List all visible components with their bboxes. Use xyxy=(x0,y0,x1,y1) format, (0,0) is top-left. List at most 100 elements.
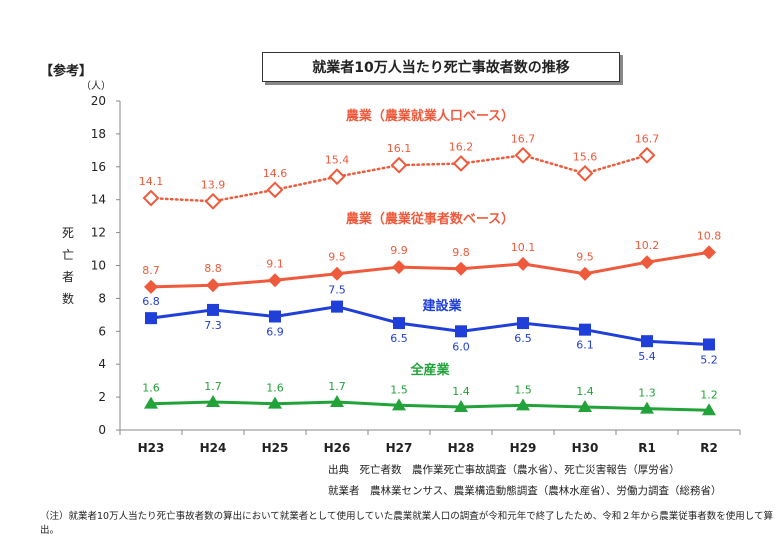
data-label: 1.4 xyxy=(452,385,470,398)
data-label: 5.4 xyxy=(638,350,656,363)
data-point-marker xyxy=(144,279,158,294)
y-tick-label: 14 xyxy=(91,193,106,207)
y-tick-label: 2 xyxy=(98,390,106,404)
data-label: 15.4 xyxy=(325,154,350,167)
y-tick-label: 6 xyxy=(98,324,106,338)
data-label: 1.3 xyxy=(638,387,656,400)
data-label: 1.2 xyxy=(700,388,718,401)
data-point-marker xyxy=(390,156,408,174)
data-point-marker xyxy=(330,395,344,408)
data-label: 10.1 xyxy=(511,241,536,254)
data-label: 7.3 xyxy=(204,319,222,332)
data-label: 10.2 xyxy=(635,239,660,252)
x-tick-label: H26 xyxy=(324,441,351,455)
data-point-marker xyxy=(144,396,158,409)
series-name-label: 建設業 xyxy=(422,298,462,314)
data-point-marker xyxy=(578,266,592,281)
data-point-marker xyxy=(392,398,406,411)
data-label: 9.5 xyxy=(328,251,346,264)
data-point-marker xyxy=(452,155,470,172)
chart-title: 就業者10万人当たり死亡事故者数の推移 xyxy=(262,52,620,82)
data-label: 14.6 xyxy=(263,167,288,180)
x-tick-label: H29 xyxy=(510,441,537,455)
y-tick-label: 4 xyxy=(98,357,106,371)
data-point-marker xyxy=(145,312,157,325)
y-tick-label: 18 xyxy=(91,127,106,141)
data-point-marker xyxy=(392,260,406,275)
x-tick-label: H30 xyxy=(572,441,599,455)
y-tick-label: 10 xyxy=(91,259,106,273)
data-point-marker xyxy=(454,399,468,412)
data-label: 1.6 xyxy=(266,382,284,395)
data-point-marker xyxy=(702,245,716,260)
data-label: 1.5 xyxy=(390,383,408,396)
x-tick-label: H28 xyxy=(448,441,475,455)
data-label: 16.7 xyxy=(511,132,536,145)
source-line-1: 出典 死亡者数 農作業死亡事故調査（農水省）、死亡災害報告（厚労省） xyxy=(328,464,680,476)
data-point-marker xyxy=(207,303,219,316)
x-tick-label: H25 xyxy=(262,441,289,455)
x-tick-label: H24 xyxy=(200,441,227,455)
data-point-marker xyxy=(641,335,653,348)
data-point-marker xyxy=(206,278,220,293)
y-axis-label: 死亡者数 xyxy=(60,222,76,310)
series-line xyxy=(150,400,710,412)
series-line xyxy=(150,305,710,346)
data-label: 9.1 xyxy=(266,257,284,270)
data-point-marker xyxy=(328,168,346,186)
footnote: （注）就業者10万人当たり死亡事故者数の算出において就業者として使用していた農業… xyxy=(40,511,773,536)
y-tick-label: 12 xyxy=(91,226,106,240)
data-label: 15.6 xyxy=(573,150,598,163)
data-point-marker xyxy=(640,401,654,414)
data-label: 1.7 xyxy=(328,380,346,393)
data-label: 5.2 xyxy=(700,353,718,366)
data-point-marker xyxy=(454,261,468,276)
data-label: 10.8 xyxy=(697,229,722,242)
series-line xyxy=(150,250,710,289)
y-tick-label: 16 xyxy=(91,160,106,174)
data-point-marker xyxy=(268,273,282,288)
reference-tag: 【参考】 xyxy=(40,64,93,79)
x-tick-label: R1 xyxy=(638,441,656,455)
data-point-marker xyxy=(204,192,222,210)
data-label: 6.9 xyxy=(266,325,284,338)
data-point-marker xyxy=(393,317,405,330)
source-line-2: 就業者 農林業センサス、農業構造動態調査（農林水産省）、労働力調査（総務省） xyxy=(328,485,722,497)
data-point-marker xyxy=(638,146,656,164)
y-unit-label: （人） xyxy=(81,80,111,92)
y-tick-label: 8 xyxy=(98,291,106,305)
x-tick-label: R2 xyxy=(700,441,718,455)
y-axis-label-char: 死 xyxy=(61,226,74,240)
series-name-label: 農業（農業就業人口ベース） xyxy=(346,108,514,124)
data-label: 1.5 xyxy=(514,383,532,396)
data-point-marker xyxy=(579,323,591,336)
data-point-marker xyxy=(640,255,654,270)
data-point-marker xyxy=(516,256,530,271)
data-point-marker xyxy=(578,399,592,412)
data-label: 16.1 xyxy=(387,142,412,155)
data-point-marker xyxy=(516,398,530,411)
data-point-marker xyxy=(455,325,467,338)
data-label: 1.4 xyxy=(576,385,594,398)
data-label: 1.7 xyxy=(204,380,222,393)
x-tick-label: H23 xyxy=(138,441,165,455)
data-label: 7.5 xyxy=(328,284,346,297)
x-tick-label: H27 xyxy=(386,441,413,455)
data-label: 1.6 xyxy=(142,382,160,395)
data-point-marker xyxy=(269,310,281,323)
data-point-marker xyxy=(517,317,529,330)
data-label: 6.1 xyxy=(576,339,594,352)
data-point-marker xyxy=(331,300,343,313)
data-point-marker xyxy=(266,181,284,199)
data-label: 16.7 xyxy=(635,132,660,145)
y-axis-label-char: 数 xyxy=(61,292,74,306)
data-label: 6.8 xyxy=(142,295,160,308)
data-point-marker xyxy=(703,338,715,351)
data-label: 9.9 xyxy=(390,244,408,257)
data-label: 6.0 xyxy=(452,340,470,353)
data-label: 14.1 xyxy=(139,175,164,188)
series-name-label: 農業（農業従事者数ベース） xyxy=(346,211,514,227)
data-label: 16.2 xyxy=(449,141,474,154)
y-tick-label: 20 xyxy=(91,94,106,108)
